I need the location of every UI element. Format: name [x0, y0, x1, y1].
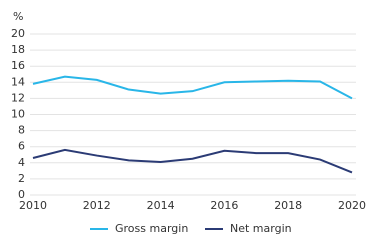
y-tick-label: 14 — [11, 75, 25, 88]
x-tick-label: 2012 — [83, 199, 111, 212]
x-tick-label: 2016 — [210, 199, 238, 212]
y-tick-label: 0 — [18, 188, 25, 201]
y-tick-label: 6 — [18, 140, 25, 153]
y-tick-label: 16 — [11, 59, 25, 72]
y-axis-label: % — [13, 10, 23, 23]
x-tick-label: 2018 — [274, 199, 302, 212]
y-tick-label: 18 — [11, 43, 25, 56]
legend-label: Gross margin — [115, 222, 188, 235]
line-series — [32, 75, 353, 100]
x-tick-label: 2020 — [338, 199, 366, 212]
x-tick-label: 2010 — [19, 199, 47, 212]
y-tick-label: 12 — [11, 91, 25, 104]
y-tick-label: 8 — [18, 124, 25, 137]
x-tick-label: 2014 — [147, 199, 175, 212]
y-tick-label: 4 — [18, 156, 25, 169]
y-tick-label: 2 — [18, 172, 25, 185]
legend-label: Net margin — [230, 222, 292, 235]
y-tick-label: 20 — [11, 27, 25, 40]
line-series — [32, 148, 353, 174]
y-tick-label: 10 — [11, 108, 25, 121]
